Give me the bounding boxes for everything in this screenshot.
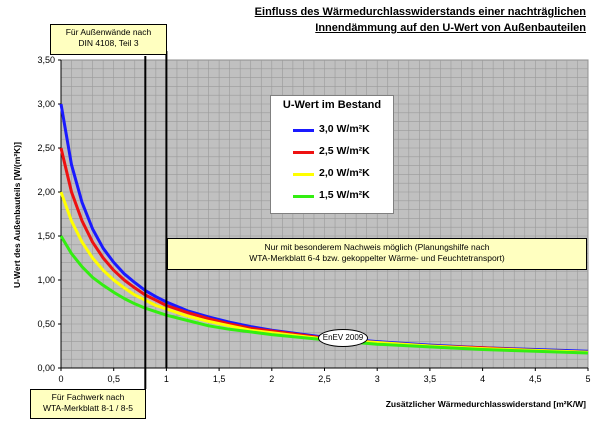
y-tick-label: 2,00: [37, 187, 55, 197]
proof-note-line-1: Nur mit besonderem Nachweis möglich (Pla…: [264, 242, 490, 252]
y-axis-title: U-Wert des Außenbauteils [W/(m²K)]: [12, 142, 22, 288]
outer-walls-note-line-2: DIN 4108, Teil 3: [78, 38, 139, 48]
y-tick-label: 3,00: [37, 99, 55, 109]
x-tick-label: 5: [585, 374, 590, 384]
framework-note: Für Fachwerk nach WTA-Merkblatt 8-1 / 8-…: [30, 389, 146, 419]
legend-label: 3,0 W/m²K: [319, 123, 370, 135]
y-tick-label: 0,00: [37, 363, 55, 373]
axes: 0 0,5 1 1,5 2 2,5 3 3,5 4 4,5 5 0,00 0,50 1,00 1,50 2,0…: [37, 55, 590, 384]
legend: U-Wert im Bestand 3,0 W/m²K 2,5 W/m²K 2,…: [270, 95, 394, 214]
reference-lines: [144, 51, 168, 389]
x-tick-label: 3: [375, 374, 380, 384]
proof-note-line-2: WTA-Merkblatt 6-4 bzw. gekoppelter Wärme…: [249, 253, 505, 263]
series-line: [59, 235, 589, 355]
legend-label: 2,5 W/m²K: [319, 145, 370, 157]
y-tick-label: 1,00: [37, 275, 55, 285]
legend-label: 2,0 W/m²K: [319, 167, 370, 179]
legend-swatch: [293, 195, 314, 198]
enev-2009-label: EnEV 2009: [318, 329, 368, 347]
framework-note-line-2: WTA-Merkblatt 8-1 / 8-5: [42, 403, 134, 413]
legend-swatch: [293, 173, 314, 176]
x-tick-label: 2: [269, 374, 274, 384]
proof-note: Nur mit besonderem Nachweis möglich (Pla…: [167, 238, 587, 270]
x-tick-label: 4: [480, 374, 485, 384]
y-tick-label: 2,50: [37, 143, 55, 153]
x-tick-label: 4,5: [529, 374, 542, 384]
framework-note-line-1: Für Fachwerk nach: [51, 392, 125, 402]
x-tick-label: 1,5: [213, 374, 226, 384]
y-tick-label: 1,50: [37, 231, 55, 241]
x-tick-label: 3,5: [424, 374, 437, 384]
chart-title-line-1: Einfluss des Wärmedurchlasswiderstands e…: [254, 6, 586, 18]
x-tick-label: 0: [58, 374, 63, 384]
legend-swatch: [293, 129, 314, 132]
outer-walls-note-line-1: Für Außenwände nach: [65, 27, 152, 37]
outer-walls-note: Für Außenwände nach DIN 4108, Teil 3: [50, 24, 167, 55]
legend-label: 1,5 W/m²K: [319, 189, 370, 201]
legend-swatch: [293, 151, 314, 154]
legend-title: U-Wert im Bestand: [282, 99, 382, 111]
y-tick-label: 0,50: [37, 319, 55, 329]
x-tick-label: 1: [164, 374, 169, 384]
x-tick-label: 2,5: [318, 374, 331, 384]
series-group: [59, 103, 589, 355]
x-tick-label: 0,5: [107, 374, 120, 384]
y-tick-label: 3,50: [37, 55, 55, 65]
chart-title-line-2: Innendämmung auf den U-Wert von Außenbau…: [315, 22, 586, 34]
x-axis-title: Zusätzlicher Wärmedurchlasswiderstand [m…: [385, 399, 586, 409]
